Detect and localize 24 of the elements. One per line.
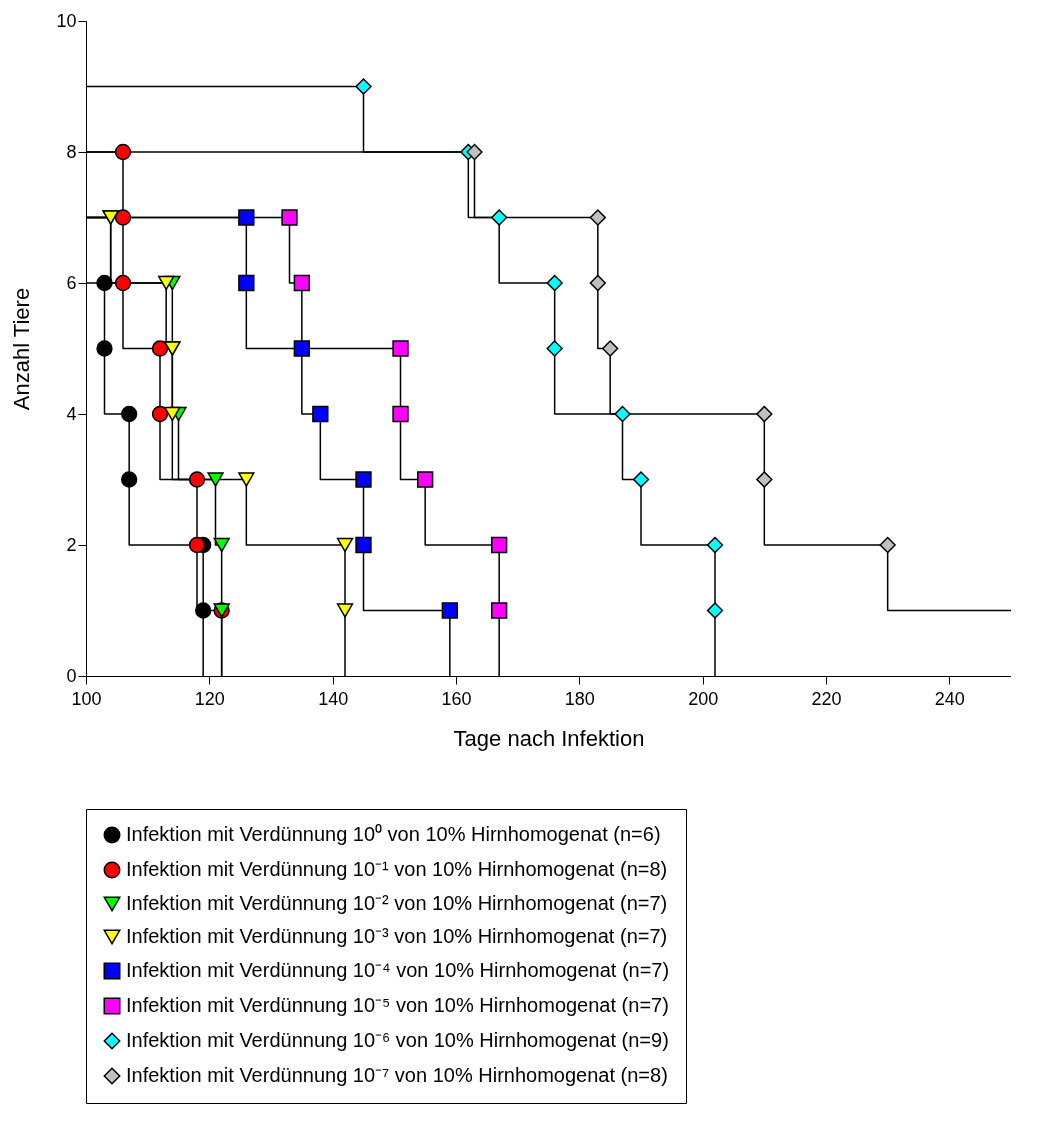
x-tick-label: 120 xyxy=(194,688,225,709)
x-tick-label: 200 xyxy=(688,688,719,709)
legend-label: Infektion mit Verdünnung 10⁻³ von 10% Hirnhomogenat (n=7) xyxy=(126,925,668,947)
legend-label: Infektion mit Verdünnung 10⁰ von 10% Hirnhomogenat (n=6) xyxy=(126,823,661,845)
x-tick-label: 180 xyxy=(564,688,595,709)
legend-label: Infektion mit Verdünnung 10⁻⁷ von 10% Hirnhomogenat (n=8) xyxy=(126,1064,668,1086)
y-tick-label: 8 xyxy=(66,141,77,162)
legend-label: Infektion mit Verdünnung 10⁻¹ von 10% Hirnhomogenat (n=8) xyxy=(126,858,668,880)
y-tick-label: 2 xyxy=(66,534,77,555)
y-tick-label: 0 xyxy=(66,665,77,686)
y-tick-label: 10 xyxy=(56,10,77,31)
x-tick-label: 100 xyxy=(71,688,102,709)
legend-label: Infektion mit Verdünnung 10⁻⁵ von 10% Hirnhomogenat (n=7) xyxy=(126,994,669,1016)
x-tick-label: 240 xyxy=(934,688,965,709)
y-tick-label: 6 xyxy=(66,272,77,293)
x-axis-title: Tage nach Infektion xyxy=(453,725,645,751)
legend-label: Infektion mit Verdünnung 10⁻⁶ von 10% Hirnhomogenat (n=9) xyxy=(126,1029,669,1051)
x-tick-label: 140 xyxy=(318,688,349,709)
legend-label: Infektion mit Verdünnung 10⁻² von 10% Hirnhomogenat (n=7) xyxy=(126,892,668,914)
y-tick-label: 4 xyxy=(66,403,77,424)
legend-label: Infektion mit Verdünnung 10⁻⁴ von 10% Hirnhomogenat (n=7) xyxy=(126,959,670,981)
y-axis-title: Anzahl Tiere xyxy=(9,287,35,411)
x-tick-label: 160 xyxy=(441,688,472,709)
x-tick-label: 220 xyxy=(811,688,842,709)
